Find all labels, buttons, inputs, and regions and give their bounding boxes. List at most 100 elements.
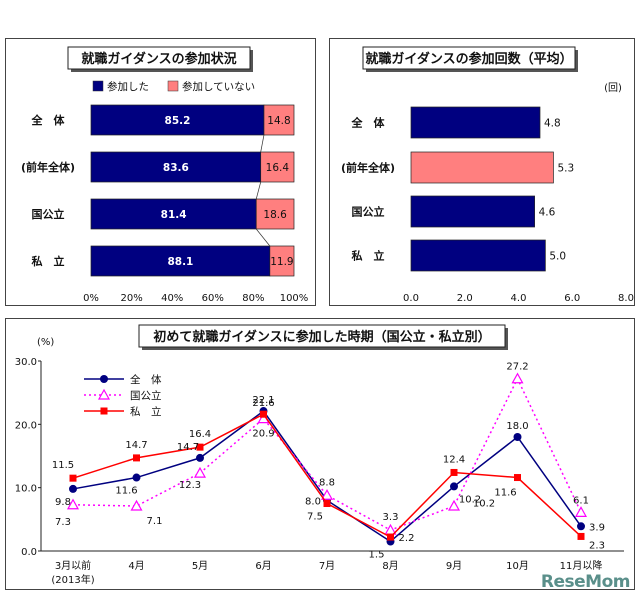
data-label: 11.6 bbox=[494, 488, 516, 499]
bar-value-label: 4.6 bbox=[539, 207, 556, 219]
legend-marker-2 bbox=[100, 407, 108, 415]
y-tick-label: 10.0 bbox=[15, 484, 37, 495]
data-point bbox=[447, 499, 461, 511]
bar-value-label: 81.4 bbox=[161, 209, 187, 221]
data-point bbox=[132, 473, 141, 482]
bar-value-label: 4.8 bbox=[544, 118, 561, 130]
data-point bbox=[193, 466, 207, 478]
bar-segment bbox=[90, 151, 262, 183]
y-tick-label: 0.0 bbox=[21, 547, 37, 558]
bar-segment bbox=[269, 245, 295, 277]
bar-segment bbox=[90, 198, 257, 230]
x-tick-label: 60% bbox=[202, 293, 224, 304]
first-participation-timing-panel: 初めて就職ガイダンスに参加した時期（国公立・私立別） (%) 0.0 10.0 20.0… bbox=[5, 318, 635, 590]
first-participation-timing-chart: 初めて就職ガイダンスに参加した時期（国公立・私立別） (%) 0.0 10.0 20.0… bbox=[15, 324, 624, 586]
data-label: 3.9 bbox=[589, 522, 605, 533]
data-label: 2.3 bbox=[589, 540, 605, 551]
chart2-title: 就職ガイダンスの参加回数（平均） bbox=[365, 51, 572, 67]
bar bbox=[410, 239, 546, 272]
x-tick-label: 2.0 bbox=[457, 293, 473, 304]
x-tick-label: 4.0 bbox=[511, 293, 527, 304]
category-label: 国公立 bbox=[32, 207, 65, 221]
data-label: 10.2 bbox=[473, 498, 495, 509]
category-label: 私 立 bbox=[352, 249, 385, 263]
data-label: 6.1 bbox=[573, 495, 589, 506]
data-point bbox=[514, 474, 521, 482]
x-tick-label: 6.0 bbox=[564, 293, 580, 304]
x-tick-label: 4月 bbox=[128, 560, 144, 572]
bar-value-label: 18.6 bbox=[263, 209, 287, 221]
bar-value-label: 88.1 bbox=[167, 256, 193, 268]
bar-segment bbox=[255, 198, 295, 230]
bar-value-label: 85.2 bbox=[165, 115, 191, 127]
data-label: 11.6 bbox=[115, 486, 137, 497]
data-label: 21.6 bbox=[252, 398, 274, 409]
category-label: 国公立 bbox=[352, 205, 385, 219]
bar-value-label: 14.8 bbox=[267, 115, 290, 127]
data-point bbox=[574, 506, 588, 517]
chart2-title-box bbox=[362, 46, 576, 70]
category-label: 全 体 bbox=[351, 116, 386, 130]
data-label: 16.4 bbox=[189, 429, 211, 440]
series-connector bbox=[255, 181, 262, 200]
y-tick-label: 20.0 bbox=[15, 420, 37, 431]
data-point bbox=[577, 532, 585, 540]
legend-label-1: 参加していない bbox=[182, 80, 255, 93]
bar-value-label: 5.0 bbox=[549, 251, 566, 263]
bar-segment bbox=[90, 245, 271, 277]
x-tick-label: 20% bbox=[120, 293, 142, 304]
category-label: (前年全体) bbox=[21, 160, 75, 174]
legend-swatch-0 bbox=[92, 80, 104, 92]
bar bbox=[410, 195, 535, 228]
data-label: 18.0 bbox=[506, 421, 528, 432]
x-tick-label: 7月 bbox=[319, 560, 335, 572]
data-label: 8.8 bbox=[319, 477, 335, 488]
bar-segment bbox=[90, 104, 265, 136]
participation-count-panel: 就職ガイダンスの参加回数（平均） (回) 全 体 4.8 (前年全体) 5.3 国公立 4.6… bbox=[329, 38, 635, 306]
data-point bbox=[513, 433, 522, 441]
data-point bbox=[196, 453, 204, 462]
series-connector bbox=[255, 228, 271, 247]
x-tick-label: 40% bbox=[161, 293, 183, 304]
y-tick-label: 30.0 bbox=[15, 357, 37, 368]
data-label: 27.2 bbox=[506, 362, 528, 373]
unit-label: (回) bbox=[604, 82, 622, 94]
legend-swatch-1 bbox=[167, 80, 179, 92]
legend-marker-0 bbox=[100, 375, 108, 383]
category-label: (前年全体) bbox=[341, 161, 395, 175]
x-tick-label: 100% bbox=[280, 293, 309, 304]
x-tick-sublabel: (2013年) bbox=[51, 573, 94, 586]
x-tick-label: 8.0 bbox=[618, 293, 634, 304]
data-label: 11.5 bbox=[52, 460, 74, 471]
bar-value-label: 16.4 bbox=[266, 162, 290, 174]
data-point bbox=[130, 499, 143, 511]
data-label: 2.2 bbox=[399, 533, 415, 544]
data-point bbox=[69, 484, 77, 493]
x-tick-label: 80% bbox=[242, 293, 264, 304]
legend-label-0: 全 体 bbox=[130, 373, 162, 386]
data-label: 7.5 bbox=[307, 512, 323, 523]
resemom-logo: ReseMom bbox=[540, 572, 631, 592]
participation-status-panel: 就職ガイダンスの参加状況 参加した 参加していない全 体 85.2 14.8 (前年全体)… bbox=[5, 38, 316, 306]
data-label: 12.4 bbox=[443, 454, 465, 465]
data-label: 7.3 bbox=[55, 517, 71, 528]
x-tick-label: 5月 bbox=[192, 560, 208, 572]
legend-label-0: 参加した bbox=[107, 80, 149, 93]
data-point bbox=[450, 468, 458, 476]
legend-label-1: 国公立 bbox=[130, 389, 162, 402]
series-connector bbox=[260, 134, 265, 153]
data-point bbox=[69, 474, 77, 482]
x-tick-label: 0% bbox=[83, 293, 99, 304]
legend-label-2: 私 立 bbox=[130, 405, 162, 418]
data-label: 12.3 bbox=[179, 480, 201, 491]
x-tick-label: 3月以前 bbox=[55, 559, 91, 572]
data-label: 7.1 bbox=[147, 516, 163, 527]
data-label: 20.9 bbox=[252, 429, 274, 440]
x-tick-label: 8月 bbox=[382, 560, 398, 572]
chart1-title-box bbox=[67, 46, 251, 70]
category-label: 全 体 bbox=[31, 113, 66, 127]
data-label: 8.0 bbox=[305, 496, 321, 507]
x-tick-label: 10月 bbox=[506, 560, 529, 572]
x-tick-label: 6月 bbox=[255, 560, 271, 572]
